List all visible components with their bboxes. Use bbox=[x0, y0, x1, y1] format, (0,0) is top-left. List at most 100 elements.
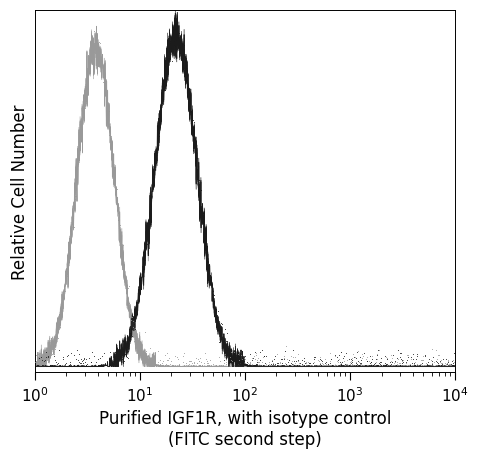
Point bbox=[134, 287, 142, 294]
Point bbox=[188, 108, 195, 115]
Point bbox=[178, 50, 186, 57]
Point bbox=[367, 358, 375, 366]
Point bbox=[412, 356, 420, 364]
Point bbox=[120, 346, 128, 353]
Point bbox=[331, 352, 339, 359]
Point bbox=[166, 39, 174, 46]
Point bbox=[240, 360, 248, 367]
Point bbox=[97, 63, 105, 71]
Point bbox=[194, 176, 202, 184]
Point bbox=[373, 361, 381, 369]
Point bbox=[383, 356, 391, 364]
Point bbox=[354, 347, 361, 354]
Point bbox=[82, 85, 90, 92]
Point bbox=[424, 358, 432, 365]
Point bbox=[158, 90, 166, 97]
Point bbox=[192, 355, 200, 362]
Point bbox=[71, 196, 79, 203]
Point bbox=[271, 352, 278, 359]
Point bbox=[159, 93, 167, 101]
Point bbox=[246, 351, 254, 358]
Point bbox=[112, 350, 120, 357]
Point bbox=[293, 361, 300, 369]
Point bbox=[347, 360, 355, 367]
Point bbox=[216, 358, 224, 365]
Point bbox=[67, 359, 74, 366]
Point bbox=[81, 359, 88, 366]
Point bbox=[398, 359, 406, 367]
Point bbox=[376, 361, 384, 368]
Point bbox=[374, 346, 382, 353]
Point bbox=[384, 355, 391, 363]
Point bbox=[204, 359, 212, 366]
Point bbox=[61, 288, 69, 295]
Point bbox=[260, 353, 268, 360]
Point bbox=[182, 361, 190, 369]
Point bbox=[57, 324, 64, 331]
Point bbox=[418, 360, 425, 368]
Point bbox=[39, 361, 47, 369]
Point bbox=[113, 201, 121, 208]
Point bbox=[443, 359, 450, 367]
Point bbox=[140, 350, 148, 357]
Point bbox=[228, 358, 235, 366]
Point bbox=[437, 359, 444, 366]
Point bbox=[134, 341, 142, 348]
Point bbox=[117, 233, 125, 241]
Point bbox=[202, 251, 209, 258]
Point bbox=[55, 327, 62, 334]
Point bbox=[103, 357, 110, 364]
Point bbox=[162, 61, 169, 68]
Point bbox=[118, 242, 125, 249]
Point bbox=[252, 352, 260, 359]
Point bbox=[321, 356, 329, 363]
Point bbox=[129, 318, 136, 325]
Point bbox=[227, 353, 235, 360]
Point bbox=[163, 357, 170, 364]
Point bbox=[107, 133, 115, 140]
Point bbox=[397, 350, 405, 357]
Point bbox=[436, 358, 444, 366]
X-axis label: Purified IGF1R, with isotype control
(FITC second step): Purified IGF1R, with isotype control (FI… bbox=[99, 409, 391, 448]
Point bbox=[148, 356, 156, 363]
Point bbox=[342, 360, 350, 367]
Point bbox=[234, 351, 242, 358]
Point bbox=[131, 333, 138, 340]
Point bbox=[70, 196, 78, 203]
Point bbox=[278, 359, 286, 367]
Point bbox=[192, 155, 199, 162]
Point bbox=[260, 353, 267, 360]
Point bbox=[288, 361, 296, 368]
Point bbox=[167, 41, 174, 48]
Point bbox=[424, 361, 432, 369]
Point bbox=[353, 361, 360, 369]
Point bbox=[340, 353, 348, 360]
Point bbox=[42, 357, 49, 364]
Point bbox=[127, 317, 134, 325]
Point bbox=[132, 325, 139, 333]
Point bbox=[206, 280, 214, 287]
Point bbox=[197, 195, 204, 202]
Point bbox=[73, 176, 81, 183]
Point bbox=[217, 319, 225, 327]
Point bbox=[176, 42, 183, 49]
Point bbox=[84, 84, 91, 91]
Point bbox=[113, 353, 121, 361]
Point bbox=[398, 357, 406, 364]
Point bbox=[115, 353, 122, 360]
Point bbox=[55, 361, 63, 369]
Point bbox=[142, 348, 150, 355]
Point bbox=[188, 358, 195, 365]
Point bbox=[76, 135, 84, 142]
Point bbox=[356, 358, 363, 366]
Point bbox=[86, 44, 94, 51]
Point bbox=[352, 359, 360, 367]
Point bbox=[304, 358, 312, 366]
Point bbox=[242, 361, 250, 369]
Point bbox=[269, 360, 277, 367]
Point bbox=[121, 351, 129, 358]
Point bbox=[294, 357, 301, 364]
Point bbox=[368, 355, 376, 363]
Point bbox=[336, 361, 344, 368]
Point bbox=[37, 354, 45, 361]
